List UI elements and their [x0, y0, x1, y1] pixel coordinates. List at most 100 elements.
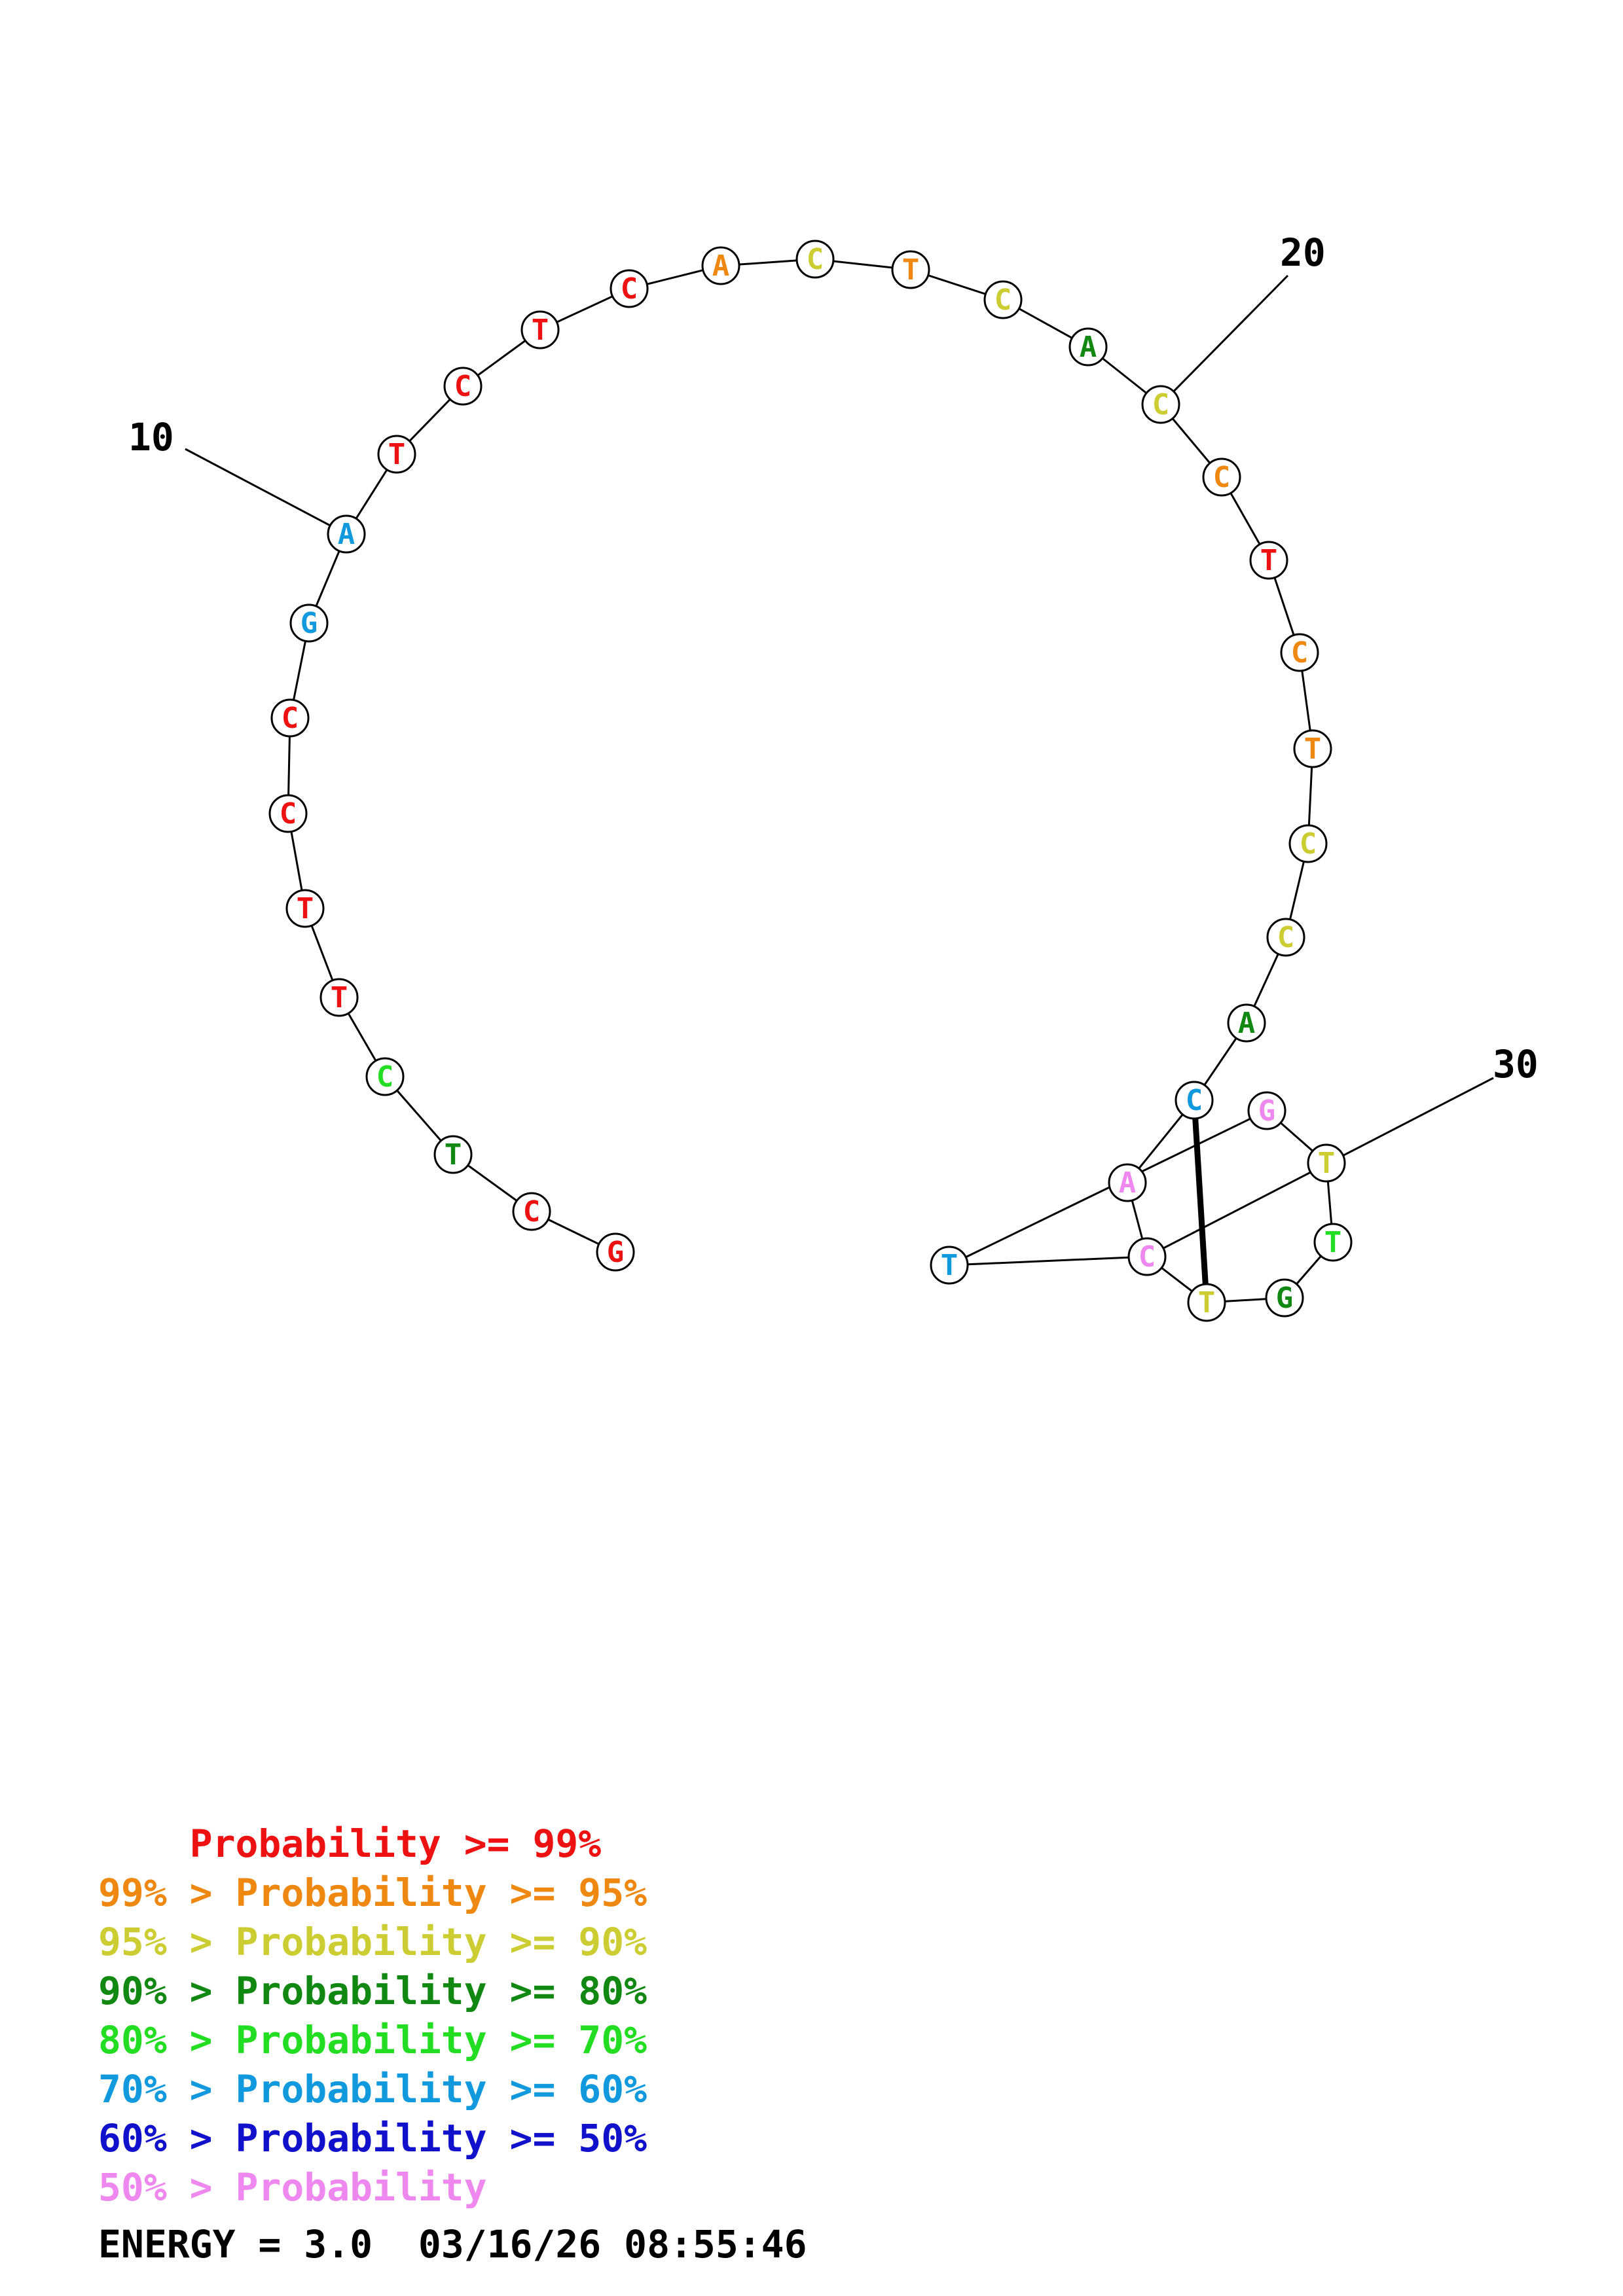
- timestamp: 03/16/26 08:55:46: [418, 2222, 807, 2267]
- nucleotide: C: [1288, 824, 1328, 863]
- nucleotide-letter: C: [523, 1195, 541, 1229]
- nucleotide: T: [891, 250, 930, 289]
- nucleotide-letter: T: [1324, 1226, 1342, 1259]
- nucleotide-circle: [285, 889, 325, 928]
- nucleotide-circle: [610, 269, 649, 308]
- nucleotide: G: [289, 603, 329, 643]
- legend-entry: 99% > Probability >= 95%: [98, 1871, 647, 1915]
- legend-entry: 60% > Probability >= 50%: [98, 2116, 647, 2161]
- legend-entry: 70% > Probability >= 60%: [98, 2067, 647, 2111]
- nucleotide-letter: T: [445, 1138, 462, 1172]
- legend-entry: 50% > Probability: [98, 2165, 487, 2210]
- nucleotide: T: [930, 1246, 969, 1285]
- tail-line: [949, 1255, 1148, 1266]
- nucleotide: A: [1068, 327, 1108, 367]
- base-pair-bond: [1191, 1100, 1210, 1303]
- nucleotide-letter: G: [1276, 1282, 1294, 1315]
- nucleotide-letter: G: [607, 1236, 625, 1269]
- nucleotide: C: [610, 269, 649, 308]
- nucleotide-circle: [1068, 327, 1108, 367]
- tick-label: 10: [128, 415, 174, 459]
- nucleotide-circle: [1265, 1278, 1304, 1318]
- nucleotide: T: [285, 889, 325, 928]
- nucleotide-circle: [327, 514, 366, 554]
- tick-line: [1159, 274, 1289, 406]
- nucleotide-circle: [443, 367, 483, 406]
- base-pair-layer: [1191, 1100, 1210, 1303]
- nucleotide: A: [327, 514, 366, 554]
- nucleotide-circle: [795, 240, 835, 279]
- nucleotide-letter: C: [280, 797, 297, 831]
- nucleotide: A: [701, 246, 740, 285]
- nucleotide-circle: [1227, 1003, 1266, 1043]
- legend-entry: 80% > Probability >= 70%: [98, 2018, 647, 2062]
- tick-label: 30: [1493, 1042, 1539, 1086]
- nucleotide-circle: [596, 1232, 635, 1272]
- footer: ENERGY = 3.0 03/16/26 08:55:46: [98, 2222, 807, 2267]
- nucleotide-circle: [270, 698, 310, 738]
- nucleotide-letter: T: [1260, 544, 1278, 577]
- nucleotide-letter: A: [1119, 1166, 1137, 1200]
- nucleotide: T: [1313, 1223, 1353, 1262]
- nucleotide: T: [1293, 729, 1332, 768]
- nucleotide: G: [1265, 1278, 1304, 1318]
- nucleotide: C: [983, 280, 1023, 319]
- nucleotide-circle: [983, 280, 1023, 319]
- nucleotide-letter: A: [1080, 331, 1097, 364]
- nucleotide-circle: [1288, 824, 1328, 863]
- nucleotide: C: [795, 240, 835, 279]
- nucleotide-circle: [319, 978, 359, 1017]
- backbone-segment: [949, 1109, 1267, 1266]
- nucleotide: C: [1175, 1081, 1214, 1120]
- nucleotide: C: [1127, 1237, 1167, 1276]
- nucleotide-letter: C: [1277, 921, 1295, 954]
- nucleotide-letter: C: [282, 702, 299, 735]
- nucleotide-circle: [1247, 1091, 1286, 1130]
- nucleotide-circle: [520, 310, 560, 350]
- nucleotide-circle: [891, 250, 930, 289]
- nucleotide-letter: A: [712, 249, 730, 283]
- nucleotide-circle: [930, 1246, 969, 1285]
- nucleotide: C: [443, 367, 483, 406]
- nucleotide-circle: [701, 246, 740, 285]
- nucleotide: T: [520, 310, 560, 350]
- nucleotide-letter: C: [1139, 1240, 1156, 1274]
- nucleotide-circle: [1141, 385, 1180, 424]
- nucleotide-letter: C: [1300, 827, 1317, 861]
- nucleotide: C: [1141, 385, 1180, 424]
- probability-legend: Probability >= 99% 99% > Probability >= 9…: [98, 1820, 647, 2212]
- nucleotide-circle: [1280, 633, 1319, 672]
- nucleotide-letter: C: [621, 272, 638, 306]
- nucleotide: G: [596, 1232, 635, 1272]
- nucleotide: T: [319, 978, 359, 1017]
- nucleotide-circle: [289, 603, 329, 643]
- nucleotide-circle: [512, 1192, 551, 1231]
- legend-entry: Probability >= 99%: [98, 1821, 602, 1866]
- nucleotide-circle: [268, 794, 308, 833]
- nucleotide-letter: C: [1213, 461, 1231, 494]
- nucleotide-letter: A: [1238, 1007, 1256, 1040]
- nucleotide: A: [1227, 1003, 1266, 1043]
- nucleotide-circle: [1249, 541, 1288, 580]
- nucleotide-circle: [1307, 1143, 1346, 1183]
- tick-label: 20: [1280, 230, 1326, 275]
- nucleotide-circle: [1202, 457, 1241, 497]
- nucleotide: C: [512, 1192, 551, 1231]
- nucleotide-letter: T: [1198, 1286, 1216, 1319]
- nucleotide-letter: T: [297, 892, 314, 925]
- energy-readout: ENERGY = 3.0: [98, 2222, 373, 2267]
- nucleotide-letter: C: [1152, 388, 1170, 422]
- nucleotide-letter: T: [1304, 732, 1322, 766]
- nucleotide-letter: T: [388, 438, 406, 471]
- nucleotide-letter: C: [807, 243, 824, 276]
- nucleotide: T: [1187, 1283, 1226, 1322]
- tick-line: [185, 448, 347, 535]
- legend-entry: 90% > Probability >= 80%: [98, 1969, 647, 2013]
- nucleotide: C: [1202, 457, 1241, 497]
- nucleotide-letter: T: [532, 314, 549, 347]
- nucleotide: C: [268, 794, 308, 833]
- nucleotide: T: [377, 435, 416, 474]
- nucleotide-letter: C: [1186, 1084, 1203, 1117]
